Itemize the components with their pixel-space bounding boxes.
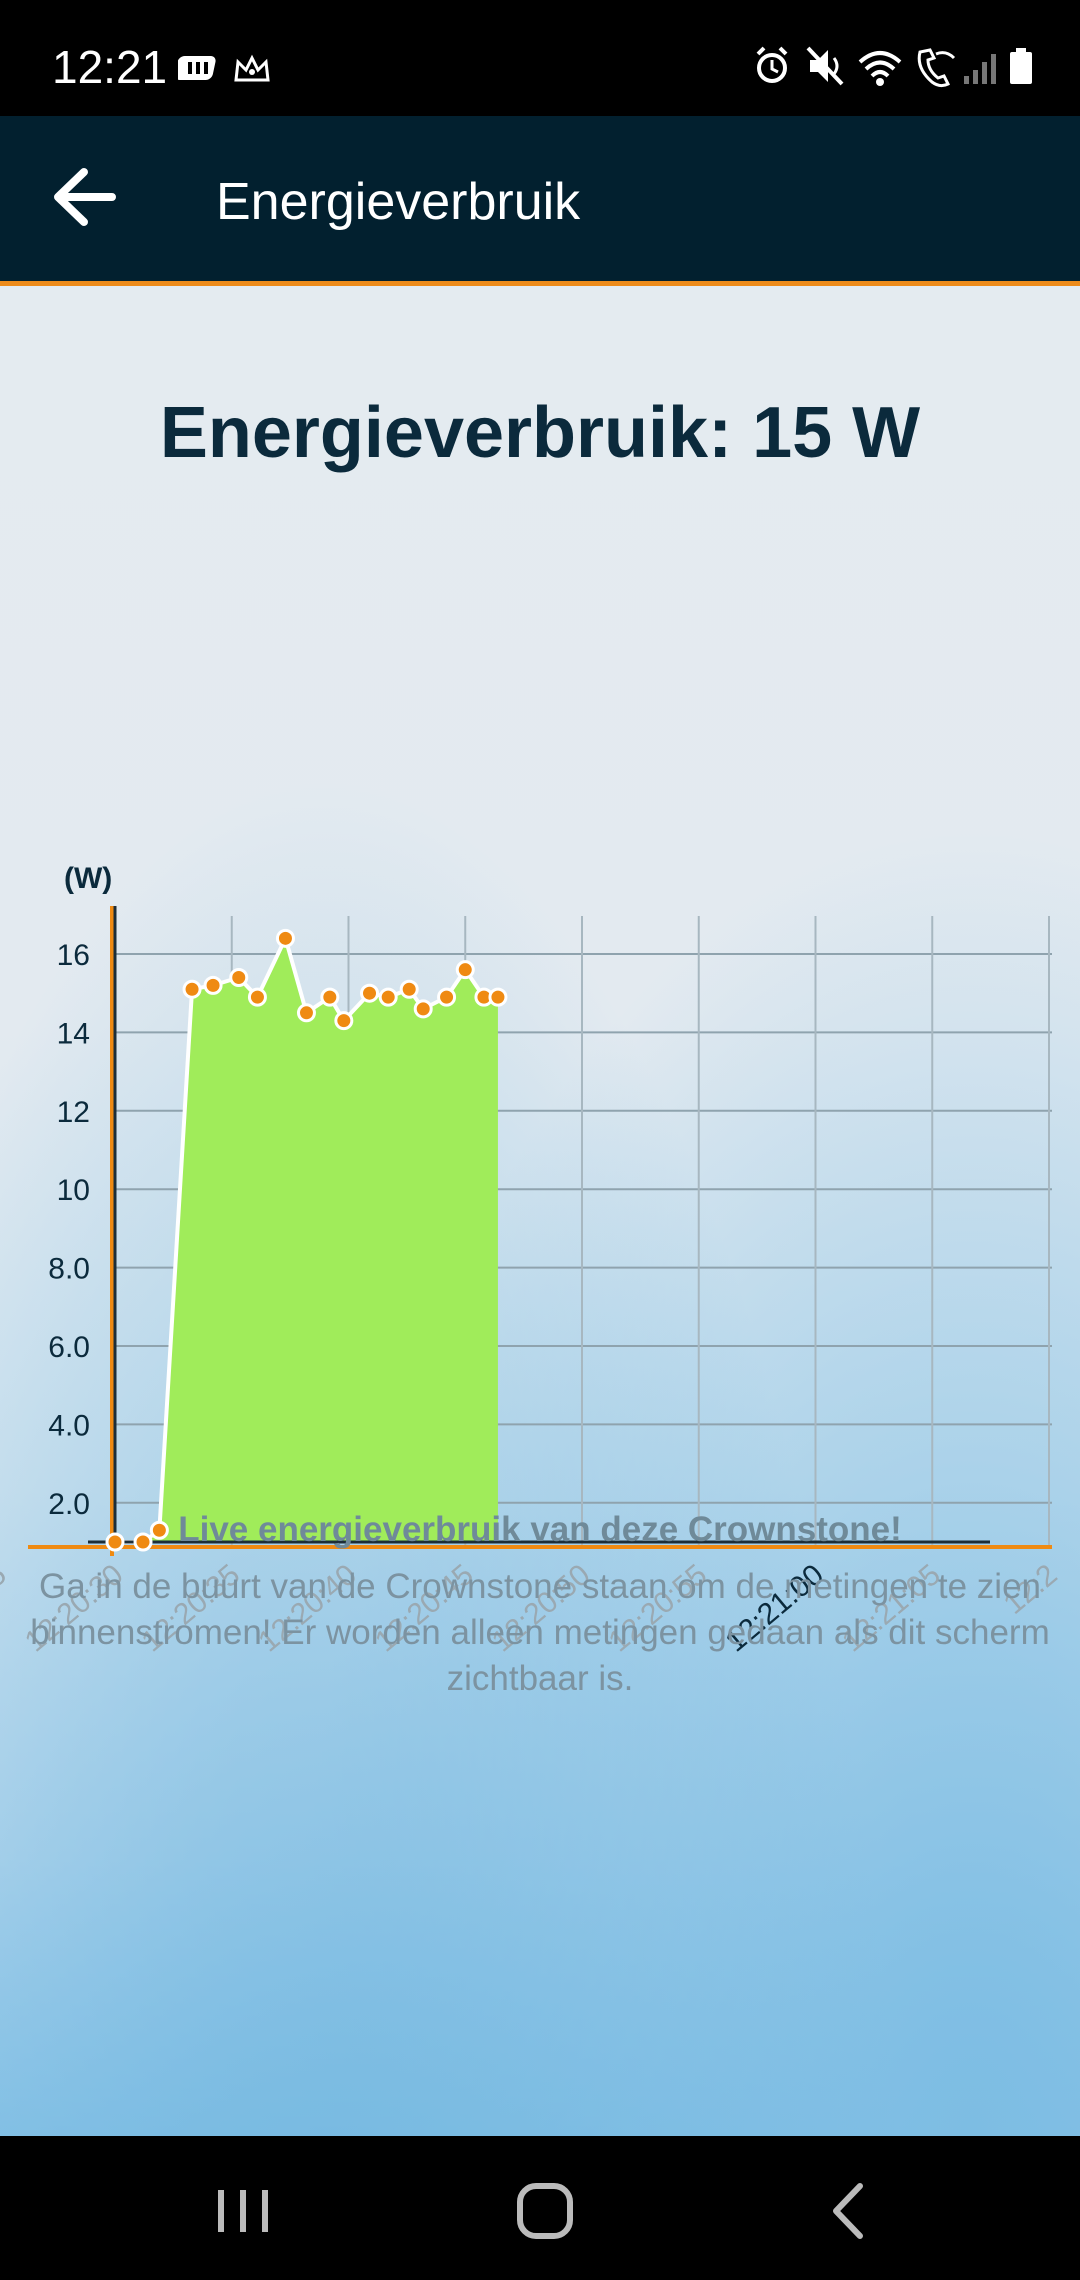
- alarm-icon: [756, 46, 788, 83]
- system-back-button[interactable]: [814, 2176, 884, 2246]
- data-point: [296, 1003, 316, 1023]
- arrow-left-icon: [54, 168, 116, 226]
- crown-icon: [234, 54, 270, 82]
- data-point: [360, 983, 380, 1003]
- y-axis-label: (W): [64, 862, 112, 895]
- header-title: Energieverbruik: [216, 173, 581, 231]
- y-tick-label: 8.0: [48, 1253, 90, 1286]
- network-badge-icon: [174, 56, 216, 80]
- y-tick-label: 4.0: [48, 1409, 90, 1442]
- data-point: [488, 987, 508, 1007]
- data-point: [437, 987, 457, 1007]
- back-button[interactable]: [48, 160, 122, 234]
- description-title: Live energieverbruik van deze Crownstone…: [178, 1510, 902, 1549]
- y-tick-label: 12: [57, 1096, 90, 1129]
- main-content: Energieverbruik: 15 W (W) 2.0 4.0 6.0 8.0 10 1…: [0, 286, 1080, 2136]
- data-point: [133, 1532, 153, 1552]
- description-text: Ga in de buurt van de Crownstone staan o…: [30, 1567, 1050, 1698]
- mute-icon: [806, 46, 844, 86]
- back-icon: [833, 2183, 863, 2239]
- home-icon: [517, 2183, 573, 2239]
- data-point: [320, 987, 340, 1007]
- signal-icon: [964, 54, 996, 84]
- data-point: [229, 968, 249, 988]
- data-point: [399, 979, 419, 999]
- status-left-icons: [174, 50, 288, 95]
- data-point: [203, 975, 223, 995]
- battery-icon: [1010, 48, 1032, 84]
- y-tick-label: 14: [57, 1017, 90, 1050]
- home-button[interactable]: [510, 2176, 580, 2246]
- recent-apps-icon: [218, 2190, 268, 2232]
- data-point: [334, 1011, 354, 1031]
- y-tick-label: 2.0: [48, 1488, 90, 1521]
- y-tick-label: 10: [57, 1174, 90, 1207]
- data-point: [105, 1532, 125, 1552]
- status-time: 12:21: [52, 41, 168, 93]
- recent-apps-button[interactable]: [208, 2176, 278, 2246]
- wifi-call-icon: [917, 48, 956, 88]
- y-tick-label: 6.0: [48, 1331, 90, 1364]
- x-tick-label: :25: [0, 1558, 13, 1610]
- status-bar: 12:21: [0, 0, 1080, 116]
- data-point: [413, 999, 433, 1019]
- app-header: Energieverbruik: [0, 116, 1080, 286]
- data-point: [182, 979, 202, 999]
- page-title: Energieverbruik: 15 W: [159, 393, 921, 473]
- y-tick-label: 16: [57, 939, 90, 972]
- data-point: [149, 1520, 169, 1540]
- wifi-icon: [858, 51, 902, 86]
- data-point: [378, 987, 398, 1007]
- data-point: [275, 928, 295, 948]
- data-point: [247, 987, 267, 1007]
- data-point: [455, 960, 475, 980]
- status-right-icons: [754, 44, 1044, 93]
- area-fill: [115, 938, 498, 1542]
- nav-bar: [0, 2136, 1080, 2280]
